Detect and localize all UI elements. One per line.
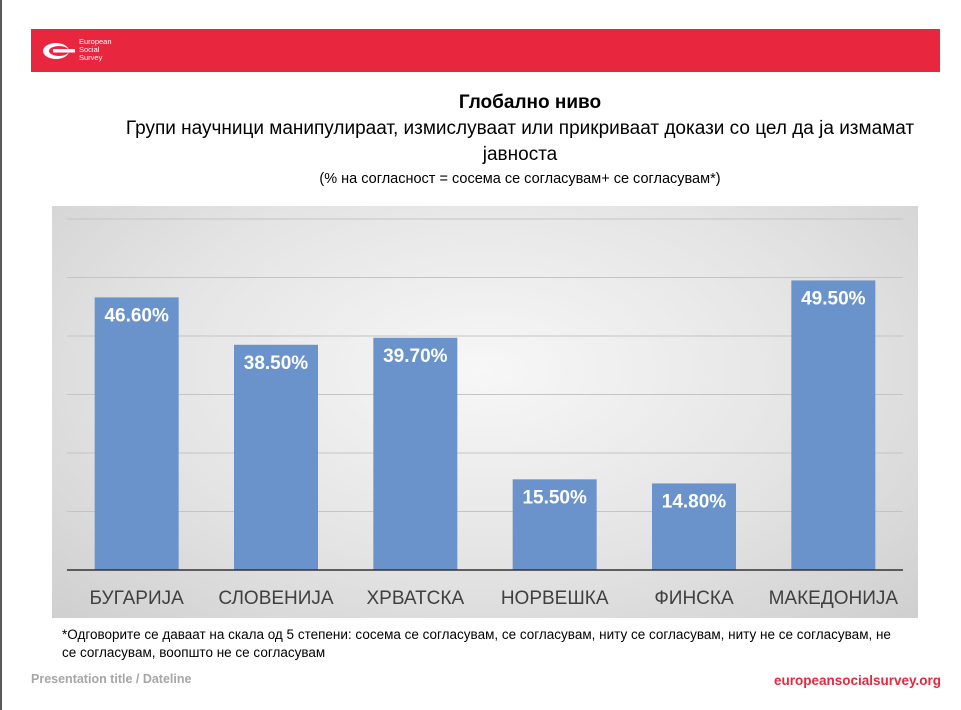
footer-dateline: Presentation title / Dateline	[31, 672, 192, 686]
category-label: ХРВАТСКА	[367, 588, 465, 609]
left-border	[0, 0, 2, 710]
bar-1	[94, 297, 179, 570]
data-label: 49.50%	[801, 288, 866, 309]
ess-logo-icon	[43, 43, 75, 59]
ess-logo: European Social Survey	[39, 35, 149, 67]
data-label: 14.80%	[662, 491, 727, 512]
data-label: 39.70%	[383, 346, 448, 367]
data-label: 46.60%	[104, 305, 169, 326]
category-label: БУГАРИЈА	[90, 588, 185, 609]
title-block: Глобално ниво Групи научници манипулираа…	[60, 90, 940, 188]
bar-chart: 46.60% БУГАРИЈА 38.50% СЛОВЕНИЈА 39.70% ХРВАТ…	[67, 218, 903, 609]
bar-3	[373, 337, 458, 570]
chart-subtitle: Групи научници манипулираат, измислуваат…	[125, 118, 915, 165]
header-band: European Social Survey	[31, 29, 940, 72]
bar-2	[234, 344, 318, 570]
chart-title: Глобално ниво	[458, 92, 602, 113]
footnote: *Одговорите се даваат на скала од 5 степ…	[62, 627, 891, 660]
bar-6	[791, 280, 876, 570]
bar-4	[512, 479, 597, 570]
category-label: МАКЕДОНИЈА	[769, 588, 899, 609]
data-label: 15.50%	[522, 487, 587, 508]
category-label: СЛОВЕНИЈА	[218, 588, 334, 609]
chart-area: 46.60% БУГАРИЈА 38.50% СЛОВЕНИЈА 39.70% ХРВАТ…	[52, 206, 918, 618]
data-label: 38.50%	[244, 353, 309, 374]
footer-website-link[interactable]: europeansocialsurvey.org	[773, 673, 941, 688]
category-label: ФИНСКА	[654, 588, 734, 609]
bar-5	[652, 483, 736, 570]
chart-note: (% на согласност = сосема се согласувам+…	[319, 171, 721, 187]
logo-text: European Social Survey	[79, 37, 112, 62]
category-label: НОРВЕШКА	[501, 588, 609, 609]
